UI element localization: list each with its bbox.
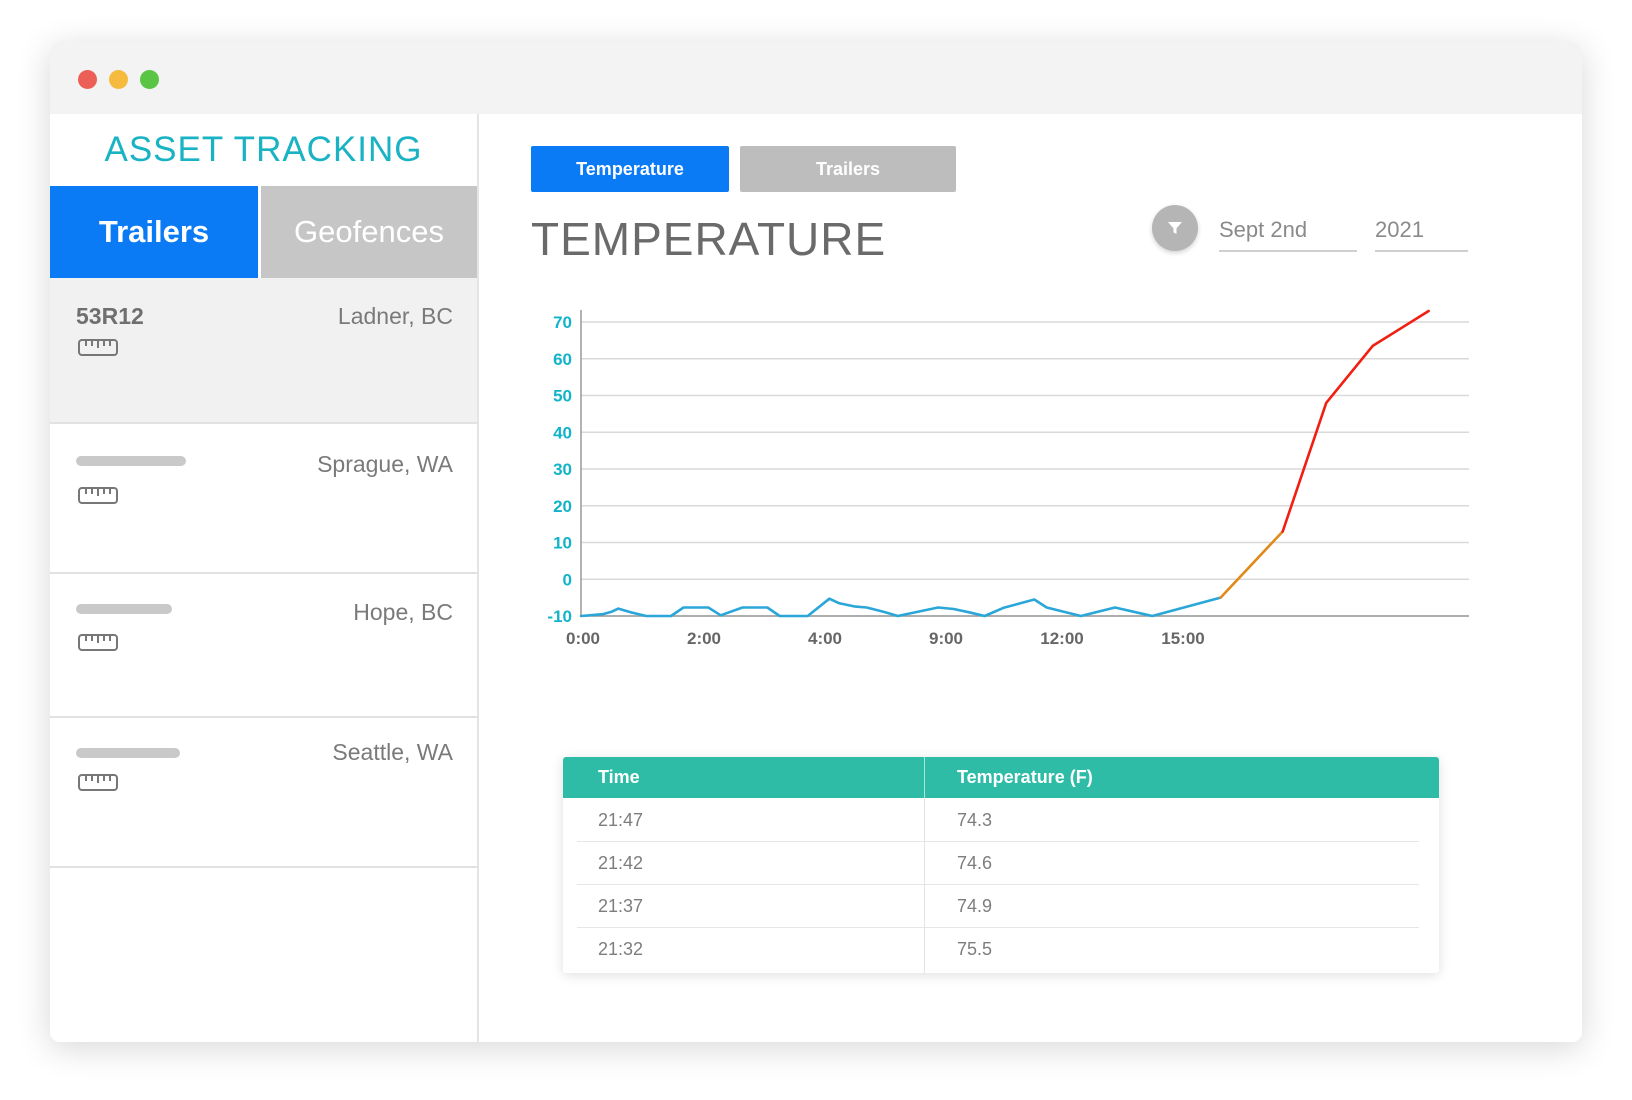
page-title: TEMPERATURE: [531, 213, 887, 265]
y-tick-label: 10: [553, 534, 572, 553]
series-line: [1219, 530, 1285, 599]
maximize-window-button[interactable]: [140, 70, 159, 89]
y-tick-label: 70: [553, 313, 572, 332]
asset-location: Sprague, WA: [317, 451, 453, 477]
cell-temperature: 74.3: [957, 810, 993, 830]
table-row[interactable]: 21:37 74.9: [577, 885, 1419, 928]
series-line: [1281, 309, 1430, 533]
table-row[interactable]: 21:47 74.3: [577, 799, 1419, 842]
date-day-input[interactable]: [1219, 210, 1357, 252]
sidebar: ASSET TRACKING Trailers Geofences 53R12 …: [50, 114, 479, 1042]
column-header-time[interactable]: Time: [598, 767, 640, 787]
temperature-table: Time Temperature (F) 21:47 74.3 21:42 74…: [563, 757, 1439, 973]
table-row[interactable]: 21:42 74.6: [577, 842, 1419, 885]
tab-trailers-main[interactable]: Trailers: [740, 146, 956, 192]
main-panel: Temperature Trailers TEMPERATURE 70 60 50 4…: [479, 114, 1582, 1042]
close-window-button[interactable]: [78, 70, 97, 89]
y-tick-label: 30: [553, 460, 572, 479]
cell-time: 21:42: [598, 853, 644, 873]
tab-geofences[interactable]: Geofences: [261, 186, 477, 278]
y-tick-label: 20: [553, 497, 572, 516]
x-tick-label: 9:00: [929, 629, 963, 648]
asset-id-placeholder: [76, 604, 172, 614]
cell-time: 21:37: [598, 896, 644, 916]
cell-temperature: 74.9: [957, 896, 993, 916]
app-title: ASSET TRACKING: [104, 130, 423, 169]
asset-id-placeholder: [76, 456, 186, 466]
table-header: Time Temperature (F): [563, 757, 1439, 798]
x-tick-label: 15:00: [1161, 629, 1204, 648]
x-tick-label: 2:00: [687, 629, 721, 648]
header-divider: [924, 757, 925, 798]
temperature-chart: 70 60 50 40 30 20 10 0 -10 0:00 2:00 4:00 9:00 12:00 1…: [547, 309, 1469, 648]
asset-item[interactable]: Seattle, WA: [50, 718, 477, 868]
minimize-window-button[interactable]: [109, 70, 128, 89]
ruler-icon: [78, 634, 118, 651]
asset-location: Seattle, WA: [332, 739, 453, 765]
x-tick-label: 12:00: [1040, 629, 1083, 648]
filter-icon: [1168, 222, 1182, 234]
date-year-input[interactable]: [1375, 210, 1468, 252]
y-tick-label: 60: [553, 350, 572, 369]
y-tick-label: 0: [563, 570, 572, 589]
asset-location: Hope, BC: [353, 599, 453, 625]
title-bar: [50, 42, 1582, 114]
asset-item[interactable]: Hope, BC: [50, 574, 477, 718]
ruler-icon: [78, 774, 118, 791]
cell-time: 21:32: [598, 939, 644, 959]
app-window: ASSET TRACKING Trailers Geofences 53R12 …: [50, 42, 1582, 1042]
x-tick-label: 4:00: [808, 629, 842, 648]
sidebar-tabs: Trailers Geofences: [50, 184, 477, 278]
cell-temperature: 74.6: [957, 853, 993, 873]
ruler-icon: [78, 339, 118, 356]
filter-button[interactable]: [1152, 205, 1198, 251]
cell-time: 21:47: [598, 810, 644, 830]
tab-temperature[interactable]: Temperature: [531, 146, 729, 192]
asset-item[interactable]: Sprague, WA: [50, 424, 477, 574]
column-header-temperature[interactable]: Temperature (F): [957, 767, 1093, 787]
y-tick-label: 40: [553, 423, 572, 442]
series-line: [579, 596, 1222, 618]
ruler-icon: [78, 487, 118, 504]
asset-id: 53R12: [76, 303, 144, 329]
tab-trailers[interactable]: Trailers: [50, 186, 258, 278]
asset-location: Ladner, BC: [337, 303, 453, 329]
cell-temperature: 75.5: [957, 939, 993, 959]
y-tick-label: -10: [547, 607, 572, 626]
column-divider: [924, 798, 925, 973]
x-tick-label: 0:00: [566, 629, 600, 648]
asset-id-placeholder: [76, 748, 180, 758]
asset-item[interactable]: 53R12 Ladner, BC: [50, 278, 477, 424]
table-row[interactable]: 21:32 75.5: [577, 928, 1419, 970]
y-tick-label: 50: [553, 387, 572, 406]
